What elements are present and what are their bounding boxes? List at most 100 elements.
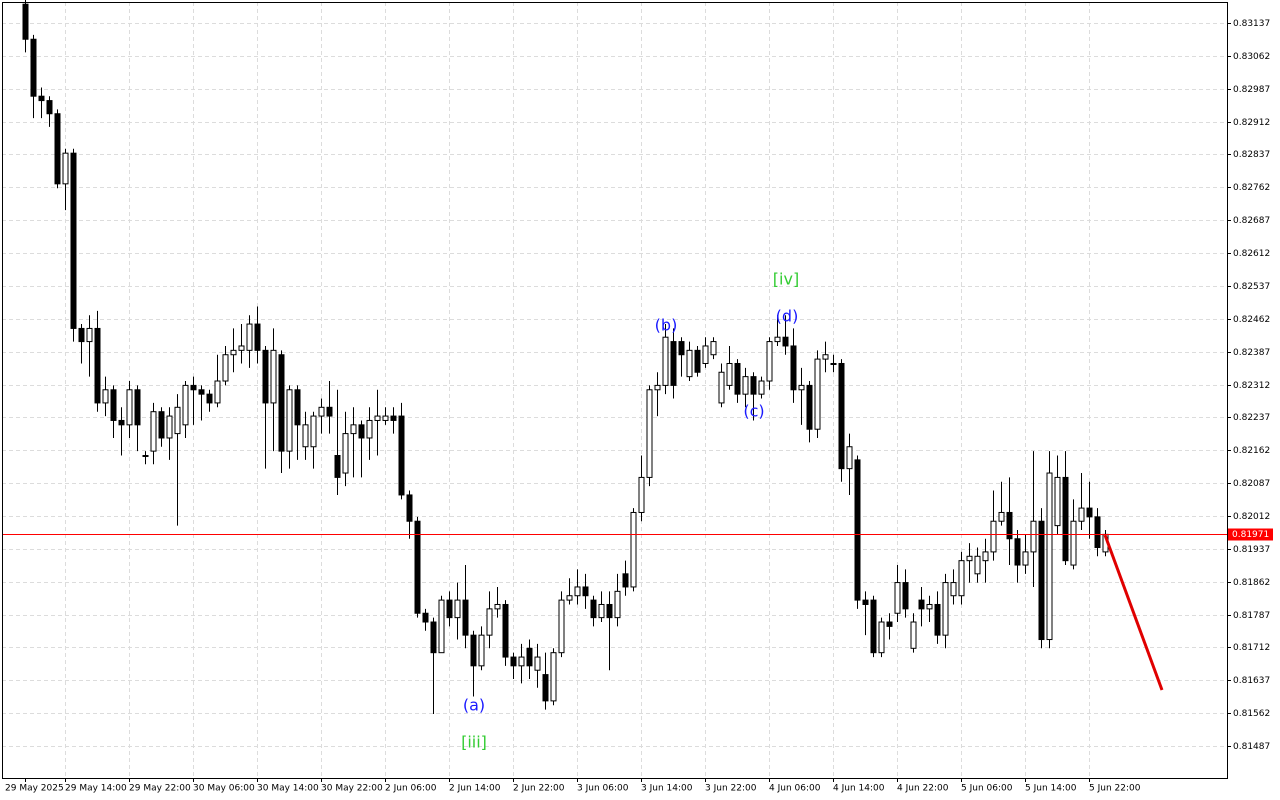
candle-body <box>222 354 229 382</box>
candle-body <box>638 476 645 513</box>
y-tick-label: 0.81487 <box>1233 742 1270 752</box>
candle-body <box>566 595 573 601</box>
candle-body <box>1038 520 1045 641</box>
wave-label: (d) <box>776 307 799 326</box>
y-tick-label: 0.82537 <box>1233 282 1270 292</box>
candle-body <box>382 415 389 421</box>
candle-body <box>70 152 77 329</box>
candle-body <box>246 323 253 351</box>
x-tick-label: 4 Jun 22:00 <box>897 784 949 794</box>
y-tick-label: 0.82462 <box>1233 315 1270 325</box>
candle-body <box>270 349 277 404</box>
candle-body <box>1014 538 1021 566</box>
candle-body <box>438 599 445 654</box>
candle-body <box>678 341 685 356</box>
candle-body <box>694 349 701 373</box>
candle-body <box>46 100 53 115</box>
x-tick-label: 3 Jun 14:00 <box>641 784 693 794</box>
x-tick-label: 2 Jun 06:00 <box>385 784 437 794</box>
candle-body <box>342 433 349 474</box>
candle-body <box>286 389 293 452</box>
x-tick-label: 30 May 22:00 <box>321 784 383 794</box>
wave-label: [iii] <box>461 733 487 752</box>
candle-body <box>422 612 429 623</box>
candle-body <box>430 621 437 654</box>
candle-body <box>782 336 789 347</box>
candle-body <box>374 415 381 421</box>
x-tick-label: 30 May 14:00 <box>257 784 319 794</box>
y-tick-label: 0.82387 <box>1233 348 1270 358</box>
x-tick-label: 4 Jun 14:00 <box>833 784 885 794</box>
candle-body <box>558 599 565 654</box>
y-tick-label: 0.81787 <box>1233 611 1270 621</box>
candle-body <box>414 520 421 614</box>
x-tick-label: 2 Jun 14:00 <box>449 784 501 794</box>
candle-body <box>622 573 629 588</box>
candle-body <box>766 341 773 382</box>
y-tick-label: 0.82912 <box>1233 118 1270 128</box>
x-tick-label: 4 Jun 06:00 <box>769 784 821 794</box>
candle-body <box>526 647 533 667</box>
candle-body <box>150 411 157 452</box>
candle-body <box>998 511 1005 522</box>
candle-body <box>78 327 85 343</box>
candle-body <box>822 354 829 360</box>
y-tick-label: 0.81637 <box>1233 676 1270 686</box>
y-tick-label: 0.81862 <box>1233 578 1270 588</box>
candle-body <box>358 424 365 439</box>
candle-body <box>926 603 933 610</box>
candle-body <box>446 599 453 619</box>
candle-body <box>494 603 501 610</box>
x-tick-label: 30 May 06:00 <box>193 784 255 794</box>
y-tick-label: 0.82012 <box>1233 512 1270 522</box>
candle-body <box>798 384 805 391</box>
candle-body <box>710 341 717 356</box>
candle-body <box>1078 507 1085 522</box>
candle-body <box>742 376 749 395</box>
candle-body <box>758 380 765 395</box>
candle-body <box>614 590 621 619</box>
x-tick-label: 29 May 2025 <box>5 784 64 794</box>
candle-body <box>398 415 405 496</box>
candle-body <box>230 349 237 356</box>
candle-body <box>158 411 165 439</box>
x-tick-label: 2 Jun 22:00 <box>513 784 565 794</box>
candle-body <box>278 354 285 452</box>
candle-body <box>878 621 885 654</box>
y-tick-label: 0.81712 <box>1233 643 1270 653</box>
wave-label: (c) <box>743 402 764 421</box>
candle-body <box>750 376 757 395</box>
current-price-box <box>1228 528 1273 541</box>
candle-body <box>118 419 125 426</box>
candle-body <box>198 389 205 395</box>
candle-body <box>830 362 837 365</box>
candle-body <box>206 393 213 404</box>
candle-body <box>654 384 661 391</box>
candle-body <box>870 599 877 654</box>
candle-body <box>1046 472 1053 641</box>
candle-body <box>86 327 93 343</box>
wave-label: (b) <box>655 316 678 335</box>
y-tick-label: 0.82087 <box>1233 479 1270 489</box>
y-tick-label: 0.82762 <box>1233 183 1270 193</box>
candle-body <box>774 336 781 343</box>
candle-body <box>454 599 461 619</box>
candle-body <box>94 327 101 404</box>
candle-body <box>734 362 741 395</box>
candle-body <box>1054 476 1061 527</box>
candle-body <box>502 603 509 658</box>
candle-body <box>574 586 581 597</box>
grid <box>2 2 1227 778</box>
candle-body <box>550 652 557 702</box>
candle-body <box>102 389 109 404</box>
candle-body <box>838 362 845 470</box>
candle-body <box>302 424 309 448</box>
candle-body <box>886 621 893 627</box>
candle-body <box>662 336 669 386</box>
candle-body <box>38 95 45 102</box>
candle-body <box>534 656 541 671</box>
candle-body <box>142 455 149 458</box>
candle-body <box>366 419 373 439</box>
candle-body <box>1094 516 1101 549</box>
